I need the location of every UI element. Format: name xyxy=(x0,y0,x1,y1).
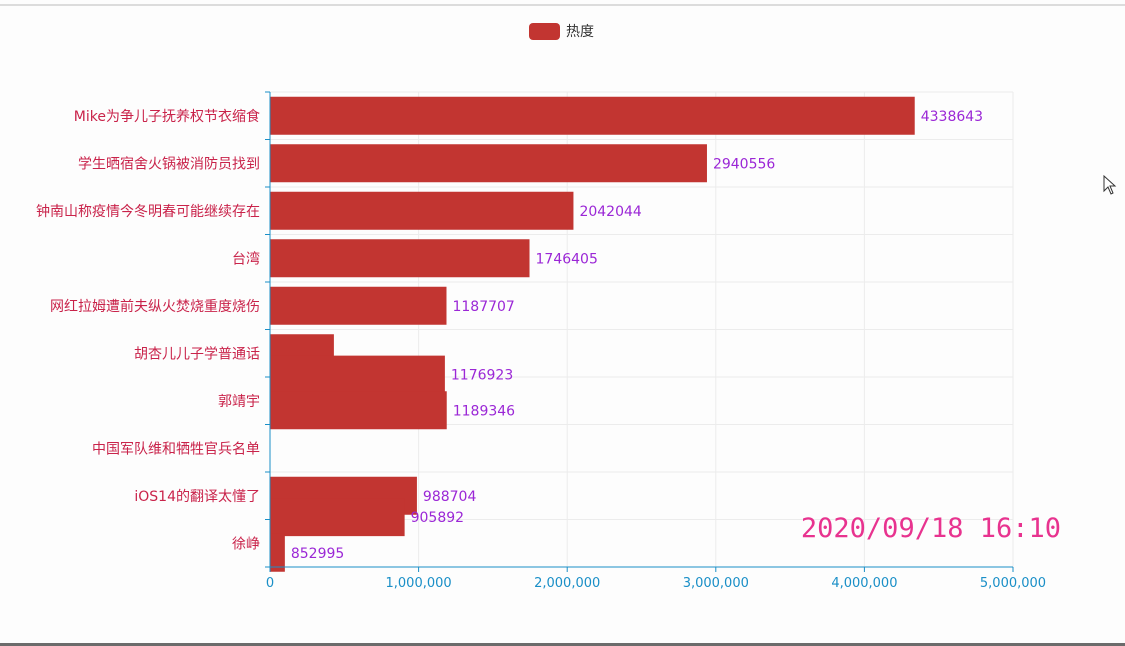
x-tick-label: 1,000,000 xyxy=(386,576,452,591)
bar-value-label: 4338643 xyxy=(921,109,983,125)
bar-value-label: 2042044 xyxy=(579,204,641,220)
category-label: 郭靖宇 xyxy=(218,393,260,410)
bar-value-label: 852995 xyxy=(291,546,344,562)
x-tick-label: 4,000,000 xyxy=(831,576,897,591)
category-label: Mike为争儿子抚养权节衣缩食 xyxy=(74,108,260,125)
bars xyxy=(270,96,915,572)
bar xyxy=(270,144,707,183)
legend-swatch[interactable] xyxy=(529,23,560,40)
category-label: 徐峥 xyxy=(232,536,260,552)
labels: 4338643 2940556 2042044 1746405 1187707 11769… xyxy=(36,108,1046,591)
bar xyxy=(270,96,915,135)
bar xyxy=(270,239,530,278)
category-label: iOS14的翻译太懂了 xyxy=(134,489,260,505)
bar-value-label: 1189346 xyxy=(453,403,515,419)
legend[interactable]: 热度 xyxy=(529,23,594,40)
window-bottom-border xyxy=(0,643,1125,646)
category-label: 中国军队维和牺牲官兵名单 xyxy=(92,441,260,457)
bar xyxy=(270,355,445,394)
category-label: 台湾 xyxy=(232,250,260,267)
bar-value-label: 1176923 xyxy=(451,368,513,384)
bar-value-label: 988704 xyxy=(423,489,477,505)
bar-value-label: 905892 xyxy=(411,510,464,526)
window-top-border xyxy=(0,4,1125,6)
mouse-cursor-icon xyxy=(1103,175,1117,195)
category-label: 学生晒宿舍火锅被消防员找到 xyxy=(78,155,260,172)
bar xyxy=(270,286,447,325)
bar xyxy=(270,498,405,537)
bar xyxy=(270,533,285,572)
legend-label[interactable]: 热度 xyxy=(566,24,594,40)
category-label: 胡杏儿儿子学普通话 xyxy=(134,346,260,362)
category-label: 钟南山称疫情今冬明春可能继续存在 xyxy=(36,203,260,220)
bar-value-label: 1746405 xyxy=(536,251,598,267)
x-tick-label: 5,000,000 xyxy=(980,576,1046,591)
x-tick-label: 2,000,000 xyxy=(534,576,600,591)
bar xyxy=(270,391,447,430)
category-label: 网红拉姆遭前夫纵火焚烧重度烧伤 xyxy=(50,298,260,315)
timestamp-label: 2020/09/18 16:10 xyxy=(801,513,1061,544)
bar-value-label: 1187707 xyxy=(452,299,514,315)
bar-value-label: 2940556 xyxy=(713,156,775,172)
bar xyxy=(270,191,574,230)
axes xyxy=(265,91,1014,572)
x-tick-label: 0 xyxy=(266,576,274,591)
x-tick-label: 3,000,000 xyxy=(683,576,749,591)
